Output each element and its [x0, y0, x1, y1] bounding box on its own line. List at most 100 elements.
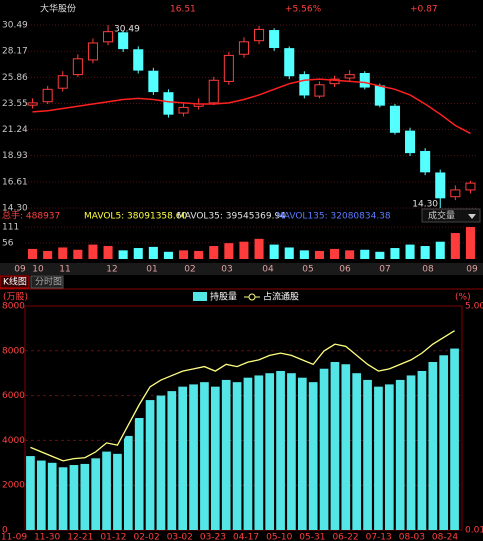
legend-swatch	[193, 292, 207, 301]
y-tick-label: 23.55	[2, 99, 28, 109]
month-label: 03	[221, 265, 232, 275]
x-tick-label: 02-02	[134, 533, 160, 541]
volume-bar	[43, 250, 53, 259]
volume-bar	[133, 248, 143, 259]
candle-body	[103, 31, 114, 43]
volume-bar	[73, 249, 83, 259]
candle-body	[435, 172, 446, 199]
volume-bar	[179, 250, 189, 259]
volume-bar	[209, 246, 219, 259]
y-tick-label: 30.49	[2, 21, 28, 31]
volume-bar	[103, 246, 113, 259]
holding-bar	[113, 453, 122, 530]
y2-tick-label: 5.00	[465, 302, 483, 312]
y-tick-label: 21.24	[2, 125, 28, 135]
holding-bar	[330, 362, 340, 530]
holding-bar	[265, 373, 275, 530]
holding-bar	[319, 368, 329, 530]
volume-bar	[284, 247, 294, 259]
holding-bar	[91, 458, 101, 530]
y-tick-label: 8000	[2, 346, 25, 356]
holding-bar	[287, 373, 296, 530]
volume-bar	[88, 244, 98, 259]
x-tick-label: 07-13	[366, 533, 392, 541]
candle-body	[72, 58, 83, 76]
tab-kline[interactable]	[0, 275, 30, 289]
change: +0.87	[410, 5, 438, 15]
candle-body	[344, 74, 355, 79]
x-tick-label: 05-10	[266, 533, 292, 541]
month-label: 01	[146, 265, 157, 275]
y-tick-label: 18.93	[2, 151, 28, 161]
holding-bar	[276, 370, 285, 530]
candle-body	[389, 105, 400, 133]
y-tick-label: 14.30	[2, 204, 28, 214]
mavol5: MAVOL5: 38091358.60	[84, 212, 187, 222]
volume-bar	[163, 251, 173, 259]
candle-body	[118, 32, 129, 50]
candle-body	[42, 88, 53, 103]
volume-bar	[269, 244, 279, 259]
month-label: 04	[262, 265, 274, 275]
month-label: 09	[466, 265, 478, 275]
ratio-line	[30, 330, 455, 462]
change-pct: +5.56%	[285, 5, 322, 15]
tab-intraday[interactable]	[30, 275, 64, 289]
candle-body	[163, 92, 174, 115]
candle-body	[238, 41, 249, 55]
legend-label: 持股量	[210, 291, 237, 303]
low-annotation: 14.30	[412, 200, 438, 210]
month-label: 12	[106, 265, 117, 275]
tab-kline-label[interactable]: K线图	[3, 276, 27, 288]
y-tick-label: 111	[2, 223, 19, 233]
y2-tick-label: 0.01	[465, 526, 483, 536]
holding-bar	[145, 400, 155, 530]
holding-bar	[384, 384, 394, 530]
holding-bar	[341, 364, 351, 530]
y-tick-label: 2000	[2, 481, 25, 491]
holding-bar	[363, 379, 372, 530]
holding-bar	[395, 379, 405, 530]
volume-bar	[360, 249, 370, 259]
candle-body	[27, 102, 38, 106]
candle-body	[148, 70, 159, 93]
candle-body	[284, 48, 295, 77]
candle-body	[329, 78, 340, 85]
month-label: 10	[32, 265, 44, 275]
y-tick-label: 8000	[2, 302, 25, 312]
holding-bar	[47, 462, 57, 530]
holding-bar	[58, 467, 68, 530]
candle-body	[359, 72, 370, 88]
holding-bar	[254, 375, 264, 530]
volume-info-bar	[0, 209, 483, 222]
x-tick-label: 03-02	[167, 533, 193, 541]
candle-body	[420, 150, 431, 173]
x-tick-label: 05-31	[299, 533, 325, 541]
x-tick-label: 11-09	[1, 533, 27, 541]
holding-bar	[102, 451, 111, 530]
indicator-label[interactable]: 成交量	[428, 210, 455, 222]
moving-average	[32, 78, 471, 135]
volume-bar	[405, 244, 415, 259]
volume-bar	[330, 248, 340, 259]
month-label: 07	[379, 265, 390, 275]
volume-bar	[254, 238, 264, 259]
holding-bar	[450, 348, 459, 530]
candle-body	[405, 130, 416, 154]
month-label: 09	[14, 265, 26, 275]
total-volume: 总手: 488937	[2, 210, 60, 222]
indicator-dropdown[interactable]	[421, 208, 481, 223]
tab-intraday-label[interactable]: 分时图	[35, 276, 62, 288]
volume-bar	[375, 251, 385, 259]
y-tick-label: 25.86	[2, 73, 28, 83]
y-tick-label: 6000	[2, 391, 25, 401]
y-tick-label: 28.17	[2, 47, 28, 57]
volume-bar	[239, 241, 249, 259]
volume-bar	[299, 250, 309, 259]
y2-axis-label: (%)	[455, 293, 471, 303]
holding-bar	[156, 395, 166, 530]
volume-bar	[224, 243, 234, 259]
volume-bar	[345, 250, 355, 259]
candle-body	[465, 182, 476, 191]
